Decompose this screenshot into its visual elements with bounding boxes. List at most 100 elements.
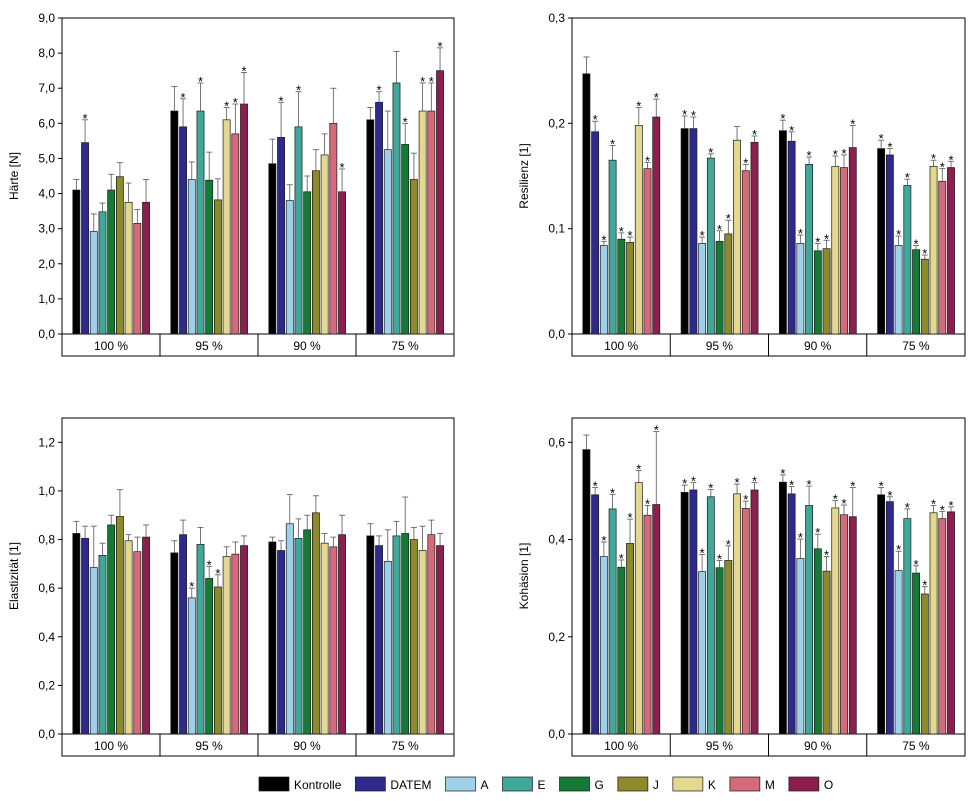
- significance-marker: *: [789, 478, 794, 493]
- significance-marker: *: [83, 111, 88, 126]
- bar-e: [903, 518, 912, 735]
- bar-j: [822, 248, 831, 335]
- bar-datem: [591, 494, 600, 735]
- legend-swatch: [617, 776, 649, 792]
- bar-e: [98, 211, 107, 335]
- bar-e: [98, 554, 107, 735]
- significance-marker: *: [619, 224, 624, 239]
- legend-swatch: [502, 776, 533, 792]
- bar-kontrolle: [778, 130, 787, 335]
- legend-label: M: [765, 778, 775, 792]
- chart-panel-2: 0,0 0,1 0,2 0,3 Resilienz [1] 100 % 95 % 90 % 75…: [517, 11, 966, 357]
- bar-k: [124, 540, 133, 735]
- category-label: 90 %: [293, 739, 321, 753]
- y-tick-label: 6,0: [38, 116, 55, 130]
- significance-marker: *: [914, 557, 919, 572]
- y-tick-label: 0,4: [38, 630, 55, 644]
- legend: Kontrolle DATEM A E G J K M O: [258, 776, 833, 792]
- significance-marker: *: [682, 476, 687, 491]
- bar-m: [643, 514, 652, 735]
- significance-marker: *: [601, 533, 606, 548]
- bar-o: [142, 201, 150, 335]
- bar-kontrolle: [877, 494, 886, 735]
- bar-j: [312, 512, 320, 735]
- bar-m: [643, 168, 652, 335]
- bar-e: [706, 157, 715, 335]
- y-tick-label: 1,0: [38, 292, 55, 306]
- legend-label: J: [653, 778, 659, 792]
- bar-g: [205, 179, 214, 335]
- significance-marker: *: [619, 551, 624, 566]
- significance-marker: *: [610, 485, 615, 500]
- bar-o: [947, 511, 955, 735]
- y-tick-label: 0,0: [38, 727, 55, 741]
- bar-e: [805, 164, 814, 335]
- bar-m: [741, 508, 750, 735]
- significance-marker: *: [717, 551, 722, 566]
- bar-j: [724, 233, 733, 335]
- significance-marker: *: [726, 537, 731, 552]
- bar-kontrolle: [778, 481, 787, 735]
- bar-k: [634, 125, 643, 335]
- significance-marker: *: [833, 492, 838, 507]
- category-label: 100 %: [604, 739, 638, 753]
- significance-marker: *: [896, 542, 901, 557]
- significance-marker: *: [636, 462, 641, 477]
- bar-k: [124, 201, 133, 335]
- y-tick-label: 1,0: [38, 484, 55, 498]
- bar-o: [652, 504, 661, 735]
- y-axis-label: Resilienz [1]: [517, 143, 531, 208]
- category-label: 100 %: [94, 739, 128, 753]
- significance-marker: *: [224, 99, 229, 114]
- y-tick-label: 0,8: [38, 533, 55, 547]
- bar-kontrolle: [877, 148, 886, 335]
- significance-marker: *: [789, 123, 794, 138]
- bar-kontrolle: [680, 492, 689, 735]
- bar-m: [231, 133, 240, 335]
- bar-datem: [787, 140, 796, 335]
- y-tick-label: 0,0: [548, 727, 565, 741]
- bar-k: [320, 542, 329, 735]
- bar-datem: [277, 550, 285, 735]
- significance-marker: *: [198, 74, 203, 89]
- bar-j: [214, 586, 222, 735]
- significance-marker: *: [752, 474, 757, 489]
- bar-e: [196, 544, 205, 735]
- bar-m: [938, 180, 947, 335]
- category-label: 95 %: [706, 339, 734, 353]
- legend-label: G: [595, 778, 604, 792]
- bar-a: [187, 179, 196, 335]
- bar-k: [222, 556, 231, 735]
- bar-j: [312, 170, 320, 335]
- significance-marker: *: [743, 155, 748, 170]
- bar-kontrolle: [366, 535, 375, 735]
- bar-m: [840, 167, 848, 335]
- y-tick-label: 0,0: [38, 327, 55, 341]
- bar-datem: [885, 501, 894, 735]
- significance-marker: *: [420, 74, 425, 89]
- significance-marker: *: [438, 39, 443, 54]
- significance-marker: *: [654, 423, 659, 438]
- bar-j: [626, 242, 634, 335]
- bar-k: [733, 139, 741, 335]
- bar-kontrolle: [170, 110, 179, 335]
- significance-marker: *: [242, 63, 247, 78]
- bar-e: [196, 110, 205, 335]
- bar-g: [401, 533, 410, 735]
- legend-label: E: [538, 778, 546, 792]
- bar-e: [294, 537, 303, 735]
- bar-o: [240, 103, 248, 335]
- significance-marker: *: [896, 227, 901, 242]
- bar-datem: [375, 101, 383, 335]
- bar-j: [920, 258, 929, 335]
- significance-marker: *: [377, 83, 382, 98]
- bar-e: [903, 185, 912, 335]
- y-tick-label: 9,0: [38, 11, 55, 25]
- bar-datem: [179, 126, 187, 335]
- significance-marker: *: [645, 153, 650, 168]
- bar-j: [116, 176, 124, 335]
- bar-datem: [787, 493, 796, 735]
- y-axis-label: Kohäsion [1]: [517, 543, 531, 610]
- significance-marker: *: [403, 114, 408, 129]
